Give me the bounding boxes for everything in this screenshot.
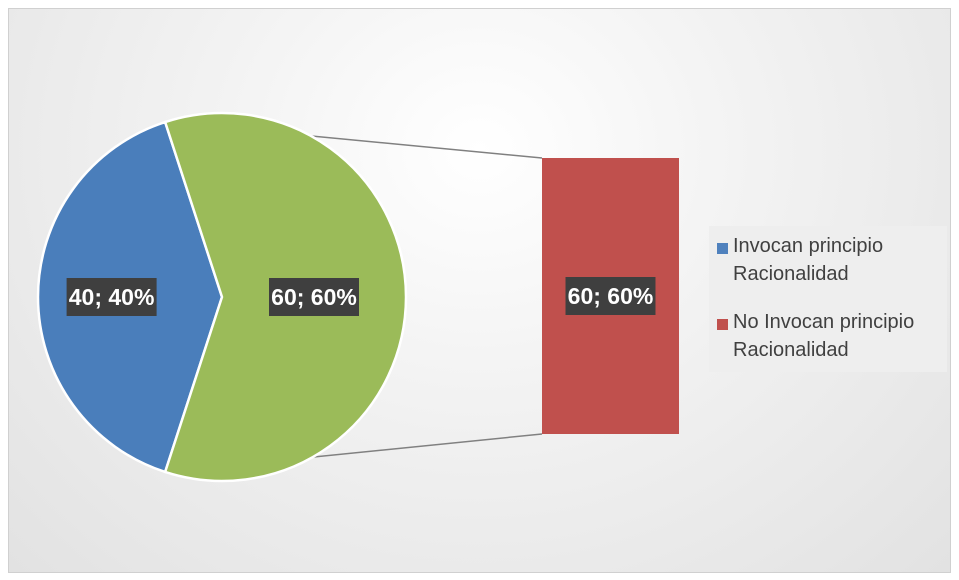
legend: Invocan principio Racionalidad No Invoca… bbox=[709, 226, 947, 372]
legend-label-invocan: Invocan principio Racionalidad bbox=[733, 235, 884, 285]
data-label-secondary-bar-box bbox=[565, 277, 656, 315]
legend-swatch-no-invocan bbox=[717, 319, 728, 330]
data-label-secondary-bar: 60; 60% bbox=[568, 283, 654, 309]
data-label-invocan-box bbox=[66, 278, 157, 316]
data-label-no-invocan: 60; 60% bbox=[271, 284, 357, 310]
legend-label-no-invocan: No Invocan principio Racionalidad bbox=[733, 311, 915, 361]
legend-swatch-invocan bbox=[717, 243, 728, 254]
data-label-no-invocan-box bbox=[269, 278, 359, 316]
data-label-invocan: 40; 40% bbox=[69, 284, 155, 310]
